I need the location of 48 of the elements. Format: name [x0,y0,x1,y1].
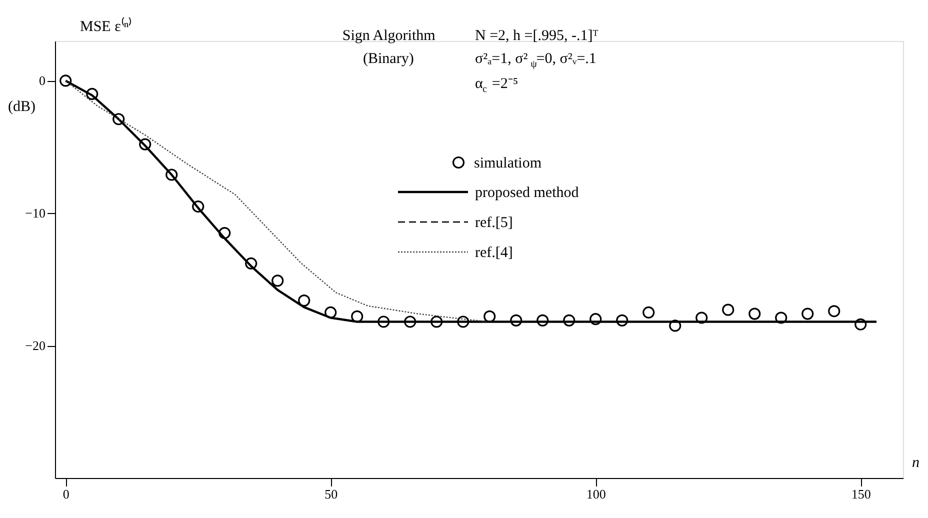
point [166,168,178,181]
point [245,257,258,270]
point [404,316,416,328]
point [563,314,576,326]
y-tick-label: −10 [25,206,46,221]
annotation: (Binary) [363,51,414,67]
point [192,200,204,213]
annotation: N =2, h =[.995, -.1]ᵀ [475,28,599,44]
point [86,88,98,100]
point [457,316,470,328]
point [802,308,814,320]
point [748,308,761,320]
point [324,306,337,319]
annotation: Sign Algorithm [342,28,436,44]
point [484,310,496,322]
text: (dB) [8,99,36,115]
legend-label: ref.[4] [475,245,513,261]
x-tick-label: 150 [851,486,871,502]
y-tick-label: −20 [25,338,46,354]
point [828,305,840,318]
point [696,312,708,324]
point [510,314,522,326]
point [139,138,152,150]
point [536,314,549,326]
point [351,310,364,322]
y-tick-label: 0 [39,73,46,88]
point [642,306,655,319]
point [775,312,788,324]
point [378,316,390,328]
point [590,313,602,326]
point [112,113,125,126]
point [272,274,284,287]
x-axis-title: n [912,455,920,471]
point [854,318,867,330]
point [60,74,72,87]
x-tick-label: 50 [324,486,338,502]
point [669,320,682,332]
point [430,316,443,328]
point [298,294,310,307]
point [218,226,231,240]
y-axis-title: MSE ε⁽ⁿ⁾ [80,17,132,35]
point [616,314,628,326]
legend-label: simulatiom [474,156,542,172]
point [722,304,734,316]
legend-label: proposed method [475,185,580,201]
legend-label: ref.[5] [475,215,513,231]
x-tick-label: 0 [62,486,70,502]
x-tick-label: 100 [586,486,606,502]
